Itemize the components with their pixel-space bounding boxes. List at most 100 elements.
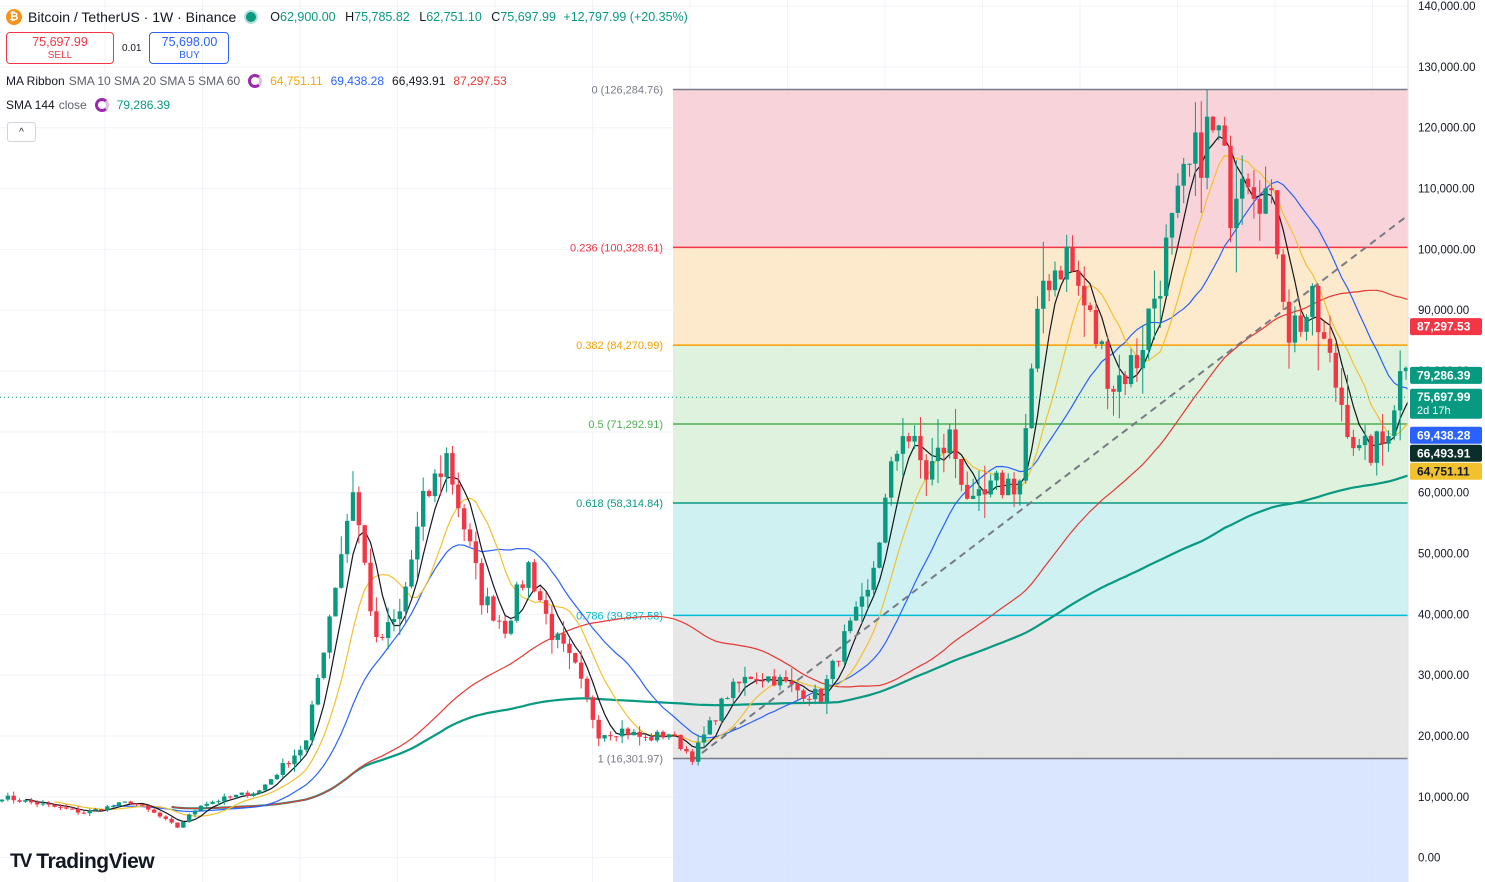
price-tick-label: 100,000.00 (1418, 244, 1476, 256)
candle-body (795, 684, 800, 691)
candle-body (748, 676, 753, 680)
fib-zone (673, 502, 1408, 616)
candle-body (1321, 332, 1327, 339)
candle-body (865, 589, 870, 597)
candle-body (877, 542, 882, 568)
candle-body (304, 740, 309, 750)
candle-body (0, 799, 5, 802)
candle-body (327, 616, 332, 653)
candle-body (514, 584, 519, 621)
buy-button[interactable]: 75,698.00 BUY (149, 32, 230, 64)
price-tick-label: 130,000.00 (1418, 62, 1476, 74)
candle-body (912, 435, 917, 442)
indicator-name: MA Ribbon (6, 74, 65, 88)
price-tick-label: 90,000.00 (1418, 305, 1469, 317)
candle-body (1041, 280, 1046, 309)
candle-body (842, 631, 847, 662)
candle-body (93, 809, 98, 811)
candle-body (555, 633, 560, 640)
candle-body (994, 472, 999, 481)
price-tag (1410, 426, 1482, 444)
candle-body (298, 749, 303, 756)
buy-price: 75,698.00 (161, 35, 218, 49)
tradingview-logo[interactable]: TV TradingView (10, 850, 155, 874)
candle-body (1286, 301, 1292, 343)
sell-price: 75,697.99 (32, 35, 88, 49)
candle-body (426, 490, 432, 497)
candle-body (1251, 187, 1257, 199)
sma144-value: 79,286.39 (116, 98, 171, 112)
candle-body (678, 734, 683, 750)
candle-body (871, 567, 876, 590)
candle-body (1327, 338, 1333, 353)
candle-body (286, 763, 291, 765)
candle-body (836, 660, 841, 662)
price-tag (1410, 366, 1482, 384)
price-tag-label: 87,297.53 (1417, 320, 1471, 334)
candle-body (672, 734, 677, 736)
candle-body (1199, 132, 1204, 178)
candle-body (1193, 132, 1198, 164)
collapse-legend-button[interactable]: ^ (7, 122, 36, 142)
candle-body (918, 435, 923, 461)
candle-body (707, 720, 713, 735)
ma-line-5 (25, 135, 1483, 823)
candle-body (461, 508, 467, 530)
trade-panel: 75,697.99 SELL 0.01 75,698.00 BUY (6, 32, 230, 64)
candle-body (1058, 270, 1064, 280)
candle-body (1386, 436, 1391, 444)
candle-body (1175, 185, 1181, 213)
candle-body (1357, 445, 1362, 449)
candle-body (1181, 163, 1186, 186)
candle-body (333, 587, 338, 617)
candle-body (982, 489, 987, 495)
candle-body (976, 489, 982, 496)
candle-body (695, 742, 701, 762)
candle-body (151, 809, 157, 813)
candle-body (497, 620, 502, 622)
candle-body (532, 562, 537, 592)
candle-body (380, 636, 385, 639)
candle-body (245, 792, 250, 796)
candle-body (11, 795, 16, 801)
chevron-up-icon: ^ (19, 126, 24, 138)
open-key: O (270, 10, 281, 24)
candle-body (122, 801, 128, 803)
candle-body (596, 719, 601, 739)
candle-body (134, 803, 139, 805)
countdown-label: 2d 17h (1417, 405, 1451, 417)
candle-body (1099, 341, 1104, 345)
sma144-legend[interactable]: SMA 144 close 79,286.39 (6, 98, 178, 112)
close-key: C (491, 10, 501, 24)
candle-body (374, 611, 379, 637)
fib-level-label: 0.618 (58,314.84) (576, 498, 663, 510)
candle-body (520, 584, 525, 588)
candle-body (1210, 116, 1216, 131)
candle-body (1140, 349, 1145, 369)
candle-body (666, 734, 672, 738)
sell-button[interactable]: 75,697.99 SELL (6, 32, 114, 64)
candle-body (23, 800, 28, 802)
fib-level-label: 0.236 (100,328.61) (570, 242, 663, 254)
candle-body (631, 731, 636, 736)
candle-body (754, 679, 759, 681)
fib-zone (673, 247, 1408, 346)
candle-body (959, 458, 964, 485)
candle-body (772, 676, 777, 686)
fib-level-label: 0 (126,284.76) (591, 85, 663, 97)
ma-ribbon-legend[interactable]: MA Ribbon SMA 10 SMA 20 SMA 5 SMA 60 64,… (6, 74, 515, 88)
candle-body (953, 429, 958, 459)
price-tag-label: 64,751.11 (1417, 464, 1470, 478)
candle-body (578, 662, 584, 679)
candle-body (1351, 437, 1356, 449)
candle-body (643, 736, 648, 738)
candle-body (391, 619, 397, 623)
candle-body (1070, 246, 1075, 272)
candle-body (859, 596, 865, 607)
candle-body (116, 802, 122, 806)
candle-body (257, 790, 262, 794)
symbol-title[interactable]: Bitcoin / TetherUS · 1W · Binance (28, 9, 237, 25)
candle-body (965, 484, 970, 499)
candle-body (163, 816, 168, 819)
